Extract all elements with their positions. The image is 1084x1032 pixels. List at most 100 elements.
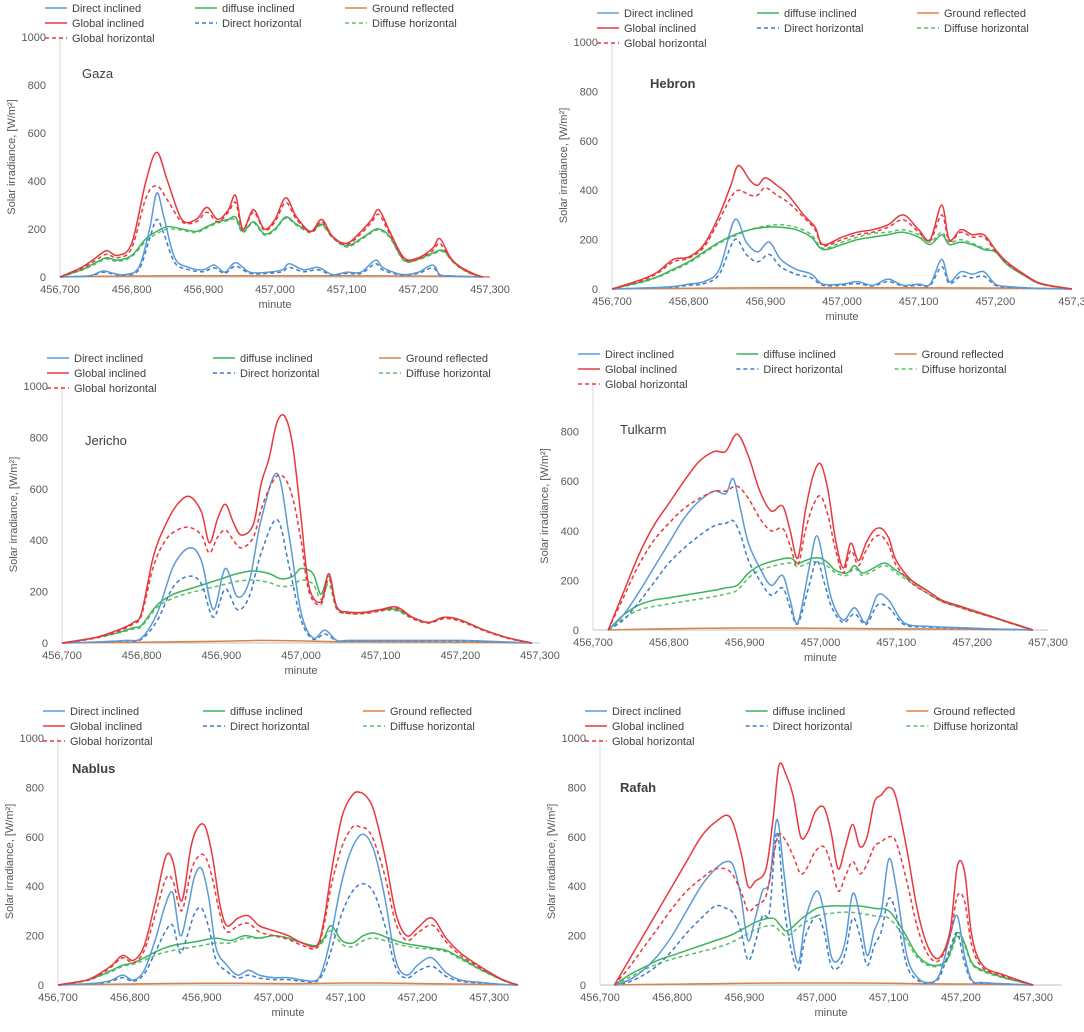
series-line-global-inclined	[57, 791, 519, 986]
y-tick-label: 200	[26, 931, 44, 943]
legend-item-global-horizontal: Global horizontal	[47, 383, 157, 395]
legend-label: Diffuse horizontal	[944, 23, 1029, 35]
y-tick-label: 800	[28, 80, 46, 92]
legend-item-ground-reflected: Ground reflected	[363, 706, 472, 718]
y-tick-label: 800	[561, 427, 579, 439]
series-line-global-horizontal	[61, 474, 533, 644]
legend-label: Direct horizontal	[763, 364, 842, 376]
legend-item-direct-inclined: Direct inclined	[578, 349, 674, 361]
x-tick-label: 456,800	[649, 637, 689, 649]
x-tick-label: 457,200	[975, 296, 1015, 308]
series-line-global-inclined	[613, 762, 1034, 986]
x-tick-label: 456,900	[745, 296, 785, 308]
series-line-diffuse-inclined	[59, 215, 484, 278]
x-tick-label: 457,3	[1058, 296, 1084, 308]
legend-item-diffuse-inclined: diffuse inclined	[213, 353, 313, 365]
x-tick-label: 457,100	[876, 637, 916, 649]
x-tick-label: 457,100	[326, 992, 366, 1004]
legend-item-direct-horizontal: Direct horizontal	[195, 18, 301, 30]
legend-label: diffuse inclined	[763, 349, 836, 361]
legend-label: Ground reflected	[390, 706, 472, 718]
series-line-global-horizontal	[607, 485, 1034, 631]
legend-label: Diffuse horizontal	[933, 721, 1018, 733]
x-tick-label: 457,100	[327, 284, 367, 296]
legend-label: Diffuse horizontal	[922, 364, 1007, 376]
chart-panel-hebron: 0 200 400 600 800 1000 456,700 456,800 456,900 45…	[558, 8, 1084, 323]
y-tick-label: 0	[38, 980, 44, 992]
y-tick-label: 1000	[20, 733, 44, 745]
x-axis-label: minute	[825, 311, 858, 323]
chart-panel-nablus: 0 200 400 600 800 1000 456,700 456,800 456,900 45…	[4, 706, 519, 1019]
legend-item-global-inclined: Global inclined	[585, 721, 684, 733]
series-line-direct-horizontal	[611, 238, 1073, 290]
legend-item-direct-inclined: Direct inclined	[45, 3, 141, 15]
x-axis-label: minute	[284, 665, 317, 677]
legend-label: diffuse inclined	[222, 3, 295, 15]
legend-item-direct-horizontal: Direct horizontal	[736, 364, 843, 376]
x-tick-label: 456,800	[110, 992, 150, 1004]
x-tick-label: 457,200	[440, 650, 480, 662]
chart-panel-jericho: 0 200 400 600 800 1000 456,700 456,800 456,900 45…	[8, 353, 560, 677]
legend-label: Ground reflected	[372, 3, 454, 15]
chart-title: Gaza	[82, 66, 114, 81]
x-axis-label: minute	[271, 1007, 304, 1019]
x-tick-label: 456,700	[592, 296, 632, 308]
legend-item-direct-inclined: Direct inclined	[47, 353, 143, 365]
series-line-direct-inclined	[57, 833, 519, 986]
x-axis-label: minute	[814, 1007, 847, 1019]
legend-label: Direct inclined	[605, 349, 674, 361]
legend-item-global-horizontal: Global horizontal	[585, 736, 695, 748]
series-line-global-inclined	[611, 164, 1073, 290]
legend-label: Direct horizontal	[222, 18, 301, 30]
y-tick-label: 600	[580, 136, 598, 148]
legend-item-global-horizontal: Global horizontal	[45, 33, 155, 45]
legend-item-diffuse-horizontal: Diffuse horizontal	[917, 23, 1029, 35]
y-axis-label: Solar irradiance, [W/m²]	[4, 804, 16, 920]
series-line-diffuse-inclined	[61, 567, 533, 644]
series-line-direct-inclined	[607, 477, 1033, 631]
x-tick-label: 457,000	[822, 296, 862, 308]
legend-label: Direct inclined	[612, 706, 681, 718]
x-tick-label: 456,800	[652, 992, 692, 1004]
series-line-global-horizontal	[611, 186, 1073, 290]
legend-item-ground-reflected: Ground reflected	[906, 706, 1015, 718]
y-tick-label: 400	[580, 185, 598, 197]
x-tick-label: 456,800	[669, 296, 709, 308]
series-line-direct-horizontal	[57, 882, 519, 986]
chart-title: Nablus	[72, 761, 115, 776]
series-line-direct-inclined	[611, 218, 1073, 290]
x-tick-label: 457,300	[1028, 637, 1068, 649]
legend-label: Global horizontal	[70, 736, 153, 748]
y-tick-label: 1000	[574, 37, 598, 49]
series-line-ground-reflected	[611, 287, 1073, 290]
x-tick-label: 457,300	[520, 650, 560, 662]
legend-item-diffuse-horizontal: Diffuse horizontal	[379, 368, 491, 380]
y-tick-label: 0	[42, 638, 48, 650]
y-tick-label: 800	[30, 432, 48, 444]
series-line-direct-inclined	[61, 472, 533, 644]
x-tick-label: 457,300	[469, 992, 509, 1004]
y-tick-label: 800	[26, 782, 44, 794]
x-tick-label: 457,100	[899, 296, 939, 308]
y-axis-label: Solar irradiance, [W/m²]	[546, 804, 558, 920]
x-tick-label: 456,900	[183, 284, 223, 296]
legend-item-diffuse-horizontal: Diffuse horizontal	[363, 721, 475, 733]
x-tick-label: 457,000	[254, 992, 294, 1004]
legend-label: Direct inclined	[72, 3, 141, 15]
legend-item-diffuse-inclined: diffuse inclined	[745, 706, 845, 718]
series-line-diffuse-horizontal	[611, 224, 1073, 290]
legend-item-direct-horizontal: Direct horizontal	[213, 368, 319, 380]
y-tick-label: 200	[561, 575, 579, 587]
series-line-ground-reflected	[57, 982, 519, 986]
x-tick-label: 456,900	[182, 992, 222, 1004]
series-line-direct-horizontal	[614, 831, 1034, 986]
y-tick-label: 600	[561, 476, 579, 488]
series-line-global-horizontal	[59, 185, 483, 278]
y-axis-label: Solar irradiance, [W/m²]	[558, 108, 570, 224]
legend-label: Direct inclined	[624, 8, 693, 20]
legend-label: Direct horizontal	[773, 721, 852, 733]
legend-item-global-inclined: Global inclined	[597, 23, 696, 35]
y-tick-label: 0	[580, 980, 586, 992]
y-tick-label: 400	[561, 526, 579, 538]
